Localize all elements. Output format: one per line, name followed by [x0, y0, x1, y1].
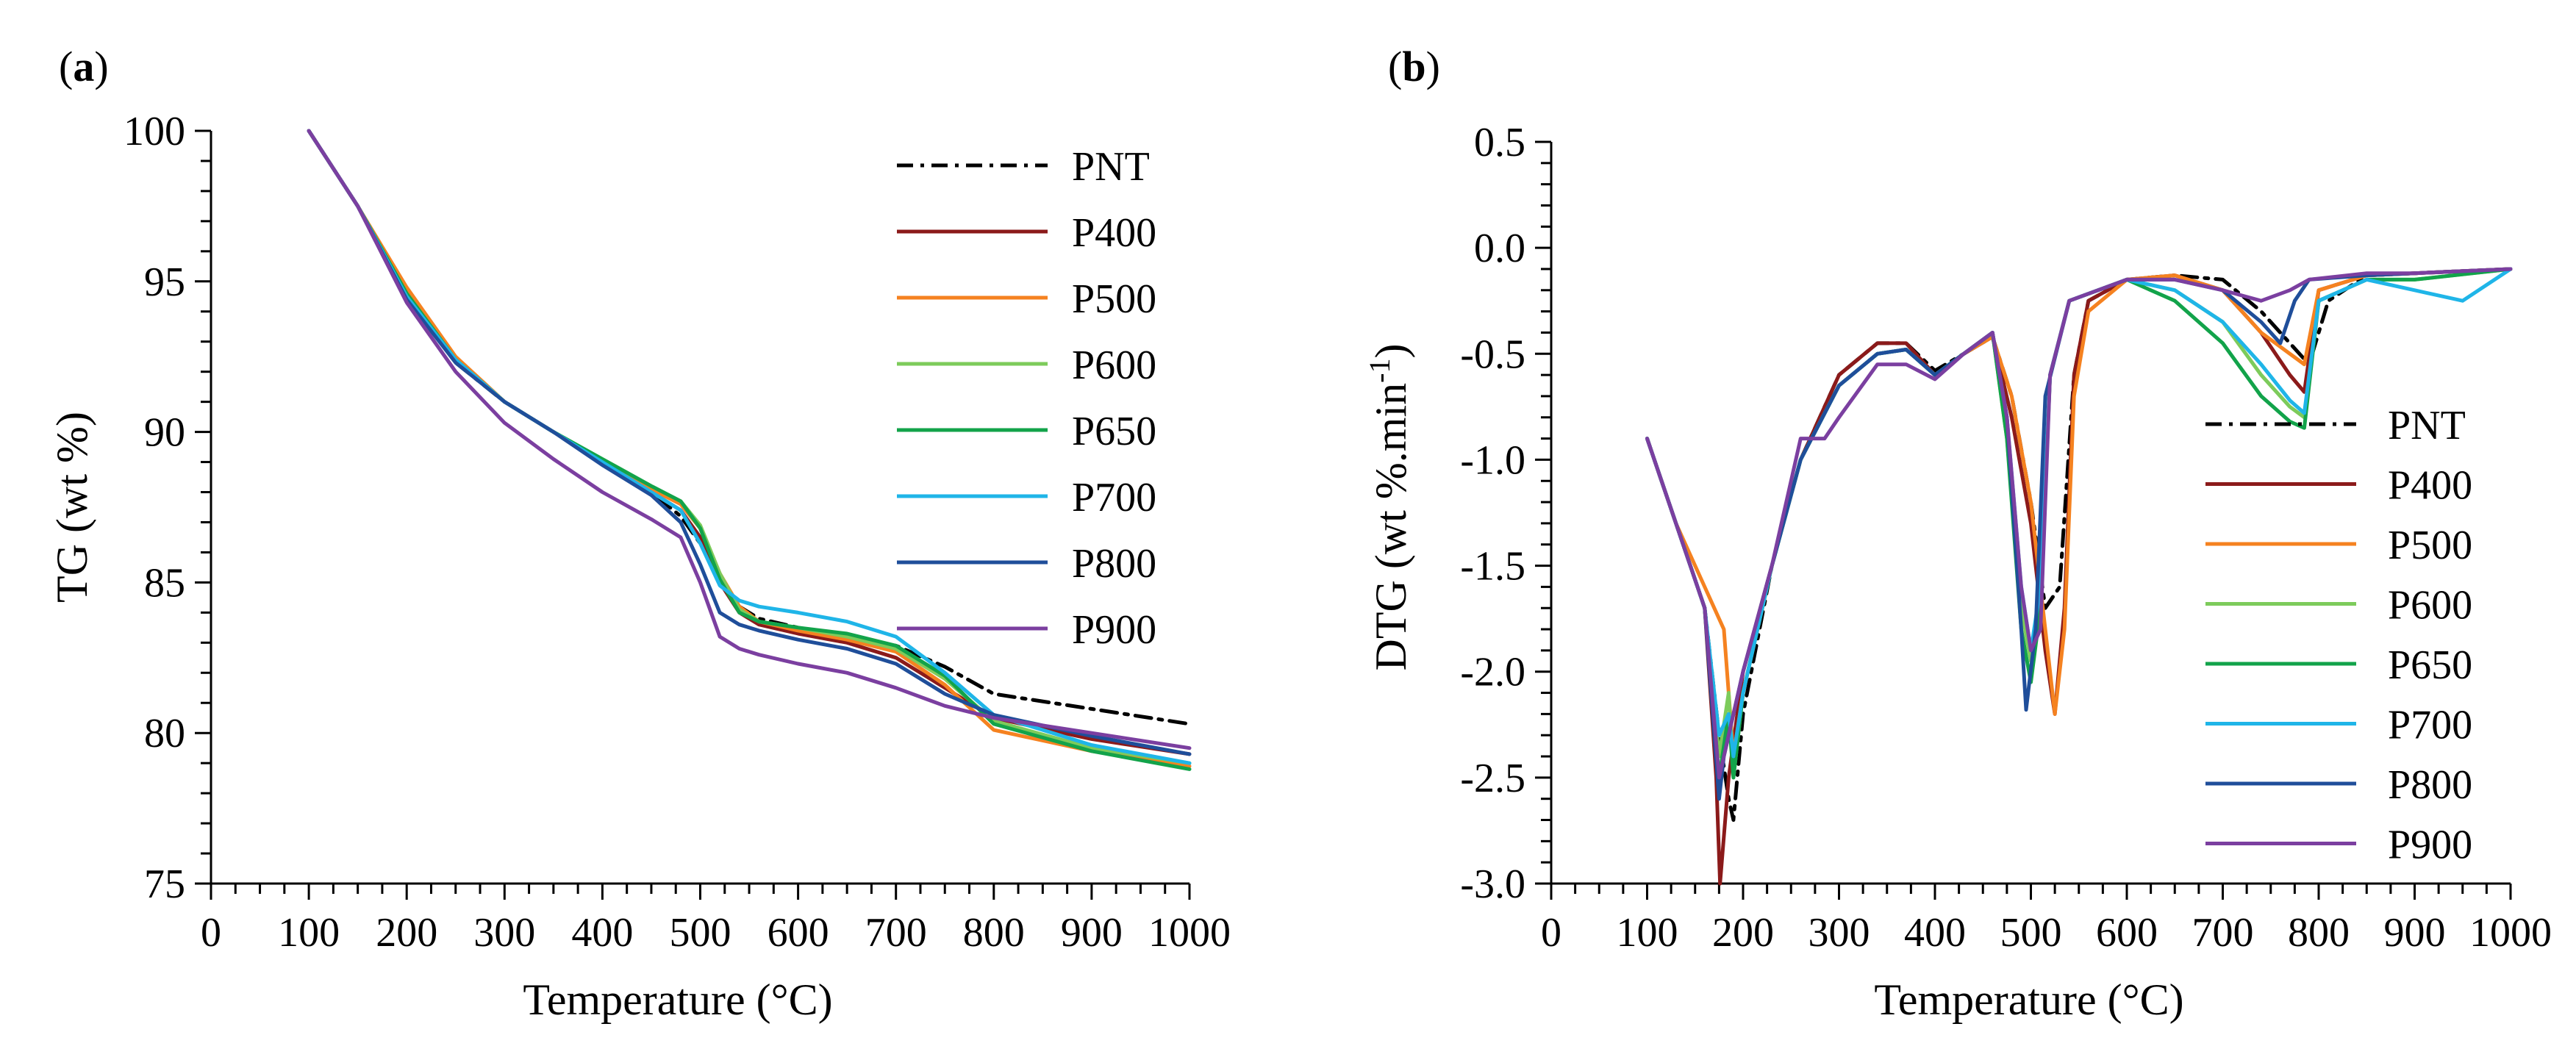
chart-a-series-pnt — [307, 129, 1192, 726]
panel-b-label-close: ) — [1426, 43, 1440, 90]
chart-b-y-tick-label: -1.0 — [1460, 437, 1525, 483]
chart-b-ylabel-end: ) — [1367, 344, 1415, 359]
chart-a-legend-label-p650: P650 — [1072, 409, 1156, 454]
chart-b-legend-label-p400: P400 — [2388, 463, 2472, 509]
chart-b-legend-label-p500: P500 — [2388, 523, 2472, 568]
chart-a-series-p400 — [307, 129, 1192, 756]
chart-b-ylabel-sup: -1 — [1363, 359, 1396, 383]
chart-a-x-tick-label: 700 — [865, 910, 927, 956]
chart-b-x-tick-label: 300 — [1808, 910, 1870, 956]
chart-b-xlabel: Temperature (°C) — [1874, 975, 2183, 1024]
chart-a-x-tick-label: 400 — [571, 910, 633, 956]
chart-a-legend-label-pnt: PNT — [1072, 144, 1150, 190]
chart-b-y-tick-label: -0.5 — [1460, 332, 1525, 377]
chart-b-legend-label-p800: P800 — [2388, 762, 2472, 808]
chart-b-ylabel-main: DTG (wt %.min — [1367, 383, 1415, 671]
panel-b-label: (b) — [1388, 43, 1440, 90]
panel-a-label-letter: a — [73, 43, 94, 90]
chart-a-ylabel: TG (wt %) — [48, 412, 96, 603]
chart-a-tg: 0 100 200 300 400 500 600 700 800 900 1000 75 80 85 90… — [124, 109, 1231, 956]
chart-b-x-tick-label: 900 — [2384, 910, 2446, 956]
chart-a-y-tick-label: 100 — [124, 109, 185, 154]
panel-a-label-open: ( — [59, 43, 73, 90]
chart-a-legend-label-p400: P400 — [1072, 210, 1156, 256]
panel-b-label-open: ( — [1388, 43, 1402, 90]
chart-a-y-tick-label: 95 — [144, 259, 185, 305]
chart-a-y-tick-label: 80 — [144, 711, 185, 756]
chart-b-series-pnt — [1645, 267, 2513, 822]
chart-a-x-tick-label: 1000 — [1148, 910, 1231, 956]
chart-b-series-p900 — [1645, 267, 2513, 780]
chart-b-dtg: 0 100 200 300 400 500 600 700 800 900 1000 -3.0 -2.5… — [1460, 120, 2552, 956]
chart-a-series-p800 — [307, 129, 1192, 756]
chart-b-x-tick-label: 500 — [2000, 910, 2062, 956]
chart-b-x-tick-label: 0 — [1541, 910, 1561, 956]
chart-a-legend-label-p700: P700 — [1072, 475, 1156, 520]
chart-a-x-tick-label: 300 — [473, 910, 535, 956]
chart-b-x-tick-label: 1000 — [2469, 910, 2552, 956]
panel-b-label-letter: b — [1402, 43, 1425, 90]
chart-a-series-p650 — [307, 129, 1192, 771]
chart-b-legend-label-p650: P650 — [2388, 642, 2472, 688]
chart-a-xlabel: Temperature (°C) — [523, 975, 832, 1024]
chart-b-legend-label-pnt: PNT — [2388, 403, 2466, 448]
chart-b-x-tick-label: 400 — [1904, 910, 1966, 956]
chart-a-x-tick-label: 600 — [768, 910, 829, 956]
chart-b-y-tick-label: -2.0 — [1460, 650, 1525, 695]
chart-b-ylabel: DTG (wt %.min-1) — [1363, 344, 1415, 671]
chart-b-x-tick-label: 700 — [2192, 910, 2254, 956]
chart-b-x-tick-label: 200 — [1712, 910, 1774, 956]
chart-a-legend-label-p800: P800 — [1072, 541, 1156, 587]
chart-b-legend-label-p600: P600 — [2388, 583, 2472, 628]
panel-a-label-close: ) — [94, 43, 108, 90]
chart-b-x-tick-label: 600 — [2096, 910, 2158, 956]
chart-a-x-tick-label: 800 — [963, 910, 1025, 956]
chart-b-legend-label-p700: P700 — [2388, 703, 2472, 748]
chart-a-y-tick-label: 85 — [144, 560, 185, 606]
chart-a-series-p900 — [307, 129, 1192, 751]
chart-a-series-p700 — [307, 129, 1192, 765]
chart-a-series-p600 — [307, 129, 1192, 765]
chart-b-x-tick-label: 100 — [1617, 910, 1678, 956]
chart-a-legend-label-p500: P500 — [1072, 276, 1156, 322]
chart-b-x-tick-label: 800 — [2288, 910, 2350, 956]
chart-b-y-tick-label: -2.5 — [1460, 756, 1525, 801]
chart-a-y-tick-label: 75 — [144, 861, 185, 907]
chart-a-x-tick-label: 0 — [201, 910, 221, 956]
chart-a-series-p500 — [307, 129, 1192, 768]
chart-a-x-tick-label: 200 — [376, 910, 437, 956]
chart-b-legend-label-p900: P900 — [2388, 823, 2472, 868]
chart-a-x-tick-label: 900 — [1061, 910, 1123, 956]
chart-b-y-tick-label: -1.5 — [1460, 544, 1525, 590]
chart-a-x-tick-label: 100 — [278, 910, 340, 956]
chart-a-y-tick-label: 90 — [144, 410, 185, 456]
chart-a-legend-label-p600: P600 — [1072, 343, 1156, 388]
chart-a-legend-label-p900: P900 — [1072, 607, 1156, 653]
chart-a-x-tick-label: 500 — [670, 910, 731, 956]
chart-b-y-tick-label: -3.0 — [1460, 861, 1525, 907]
chart-b-y-tick-label: 0.0 — [1474, 226, 1525, 271]
chart-b-y-tick-label: 0.5 — [1474, 120, 1525, 165]
panel-a-label: (a) — [59, 43, 109, 90]
